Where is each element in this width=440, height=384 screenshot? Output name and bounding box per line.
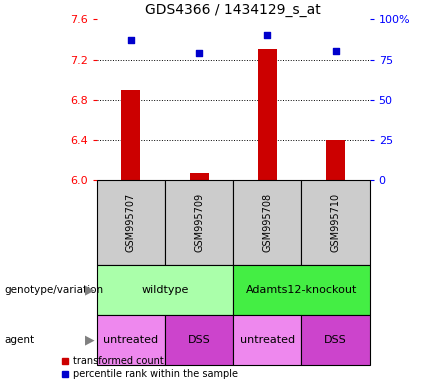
Bar [326,140,345,180]
Bar [165,180,233,265]
Bar [258,50,277,180]
Title: GDS4366 / 1434129_s_at: GDS4366 / 1434129_s_at [145,3,321,17]
Legend: transformed count, percentile rank within the sample: transformed count, percentile rank withi… [62,356,238,379]
Bar [121,90,140,180]
Bar [165,315,233,365]
Text: untreated: untreated [240,335,295,345]
Bar [301,315,370,365]
Bar [97,180,165,265]
Point [128,37,135,43]
Text: DSS: DSS [324,335,347,345]
Point [332,48,339,55]
Bar [97,265,233,315]
Text: Adamts12-knockout: Adamts12-knockout [246,285,357,295]
Text: GSM995708: GSM995708 [262,193,272,252]
Text: GSM995707: GSM995707 [126,193,136,252]
Text: genotype/variation: genotype/variation [4,285,103,295]
Text: wildtype: wildtype [141,285,189,295]
Bar [233,265,370,315]
Text: GSM995709: GSM995709 [194,193,204,252]
Text: untreated: untreated [103,335,158,345]
Bar [190,174,209,180]
Text: DSS: DSS [188,335,210,345]
Point [264,32,271,38]
Bar [233,180,301,265]
Text: ▶: ▶ [85,333,95,346]
Bar [301,180,370,265]
Text: GSM995710: GSM995710 [330,193,341,252]
Point [196,50,203,56]
Text: ▶: ▶ [85,283,95,296]
Bar [233,315,301,365]
Text: agent: agent [4,335,34,345]
Bar [97,315,165,365]
